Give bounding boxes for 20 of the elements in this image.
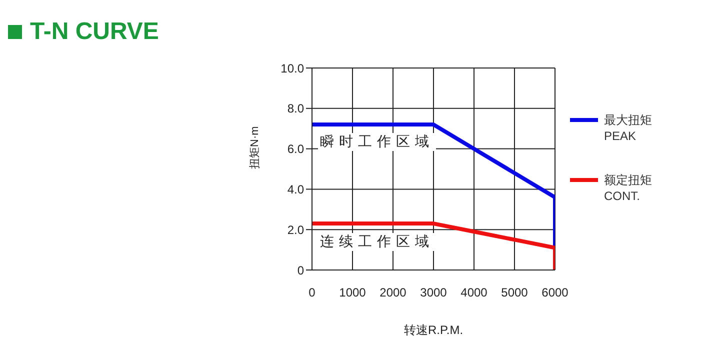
x-axis-title: 转速R.P.M.	[404, 323, 464, 337]
x-tick-label: 6000	[542, 286, 569, 300]
y-tick-label: 4.0	[287, 182, 304, 196]
y-tick-label: 2.0	[287, 222, 304, 237]
x-tick-label: 0	[308, 286, 316, 300]
x-tick-label: 4000	[460, 286, 488, 300]
annotation: 连续工作区域	[318, 233, 436, 251]
text: T-N CURVE	[30, 18, 159, 46]
legend-label: 最大扭矩 PEAK	[604, 112, 652, 144]
y-tick-label: 10.0	[280, 61, 304, 76]
x-tick-label: 2000	[380, 286, 407, 300]
y-tick-label: 8.0	[287, 102, 304, 116]
y-tick-label: 6.0	[287, 142, 304, 156]
x-tick-label: 5000	[501, 286, 528, 300]
x-tick-label: 1000	[339, 286, 366, 300]
annotation: 瞬时工作区域	[318, 133, 436, 151]
y-tick-label: 0	[297, 263, 304, 278]
y-axis-title: 扭矩N·m	[248, 126, 261, 169]
legend-label: 额定扭矩 CONT.	[604, 172, 652, 204]
x-tick-label: 3000	[420, 286, 448, 300]
